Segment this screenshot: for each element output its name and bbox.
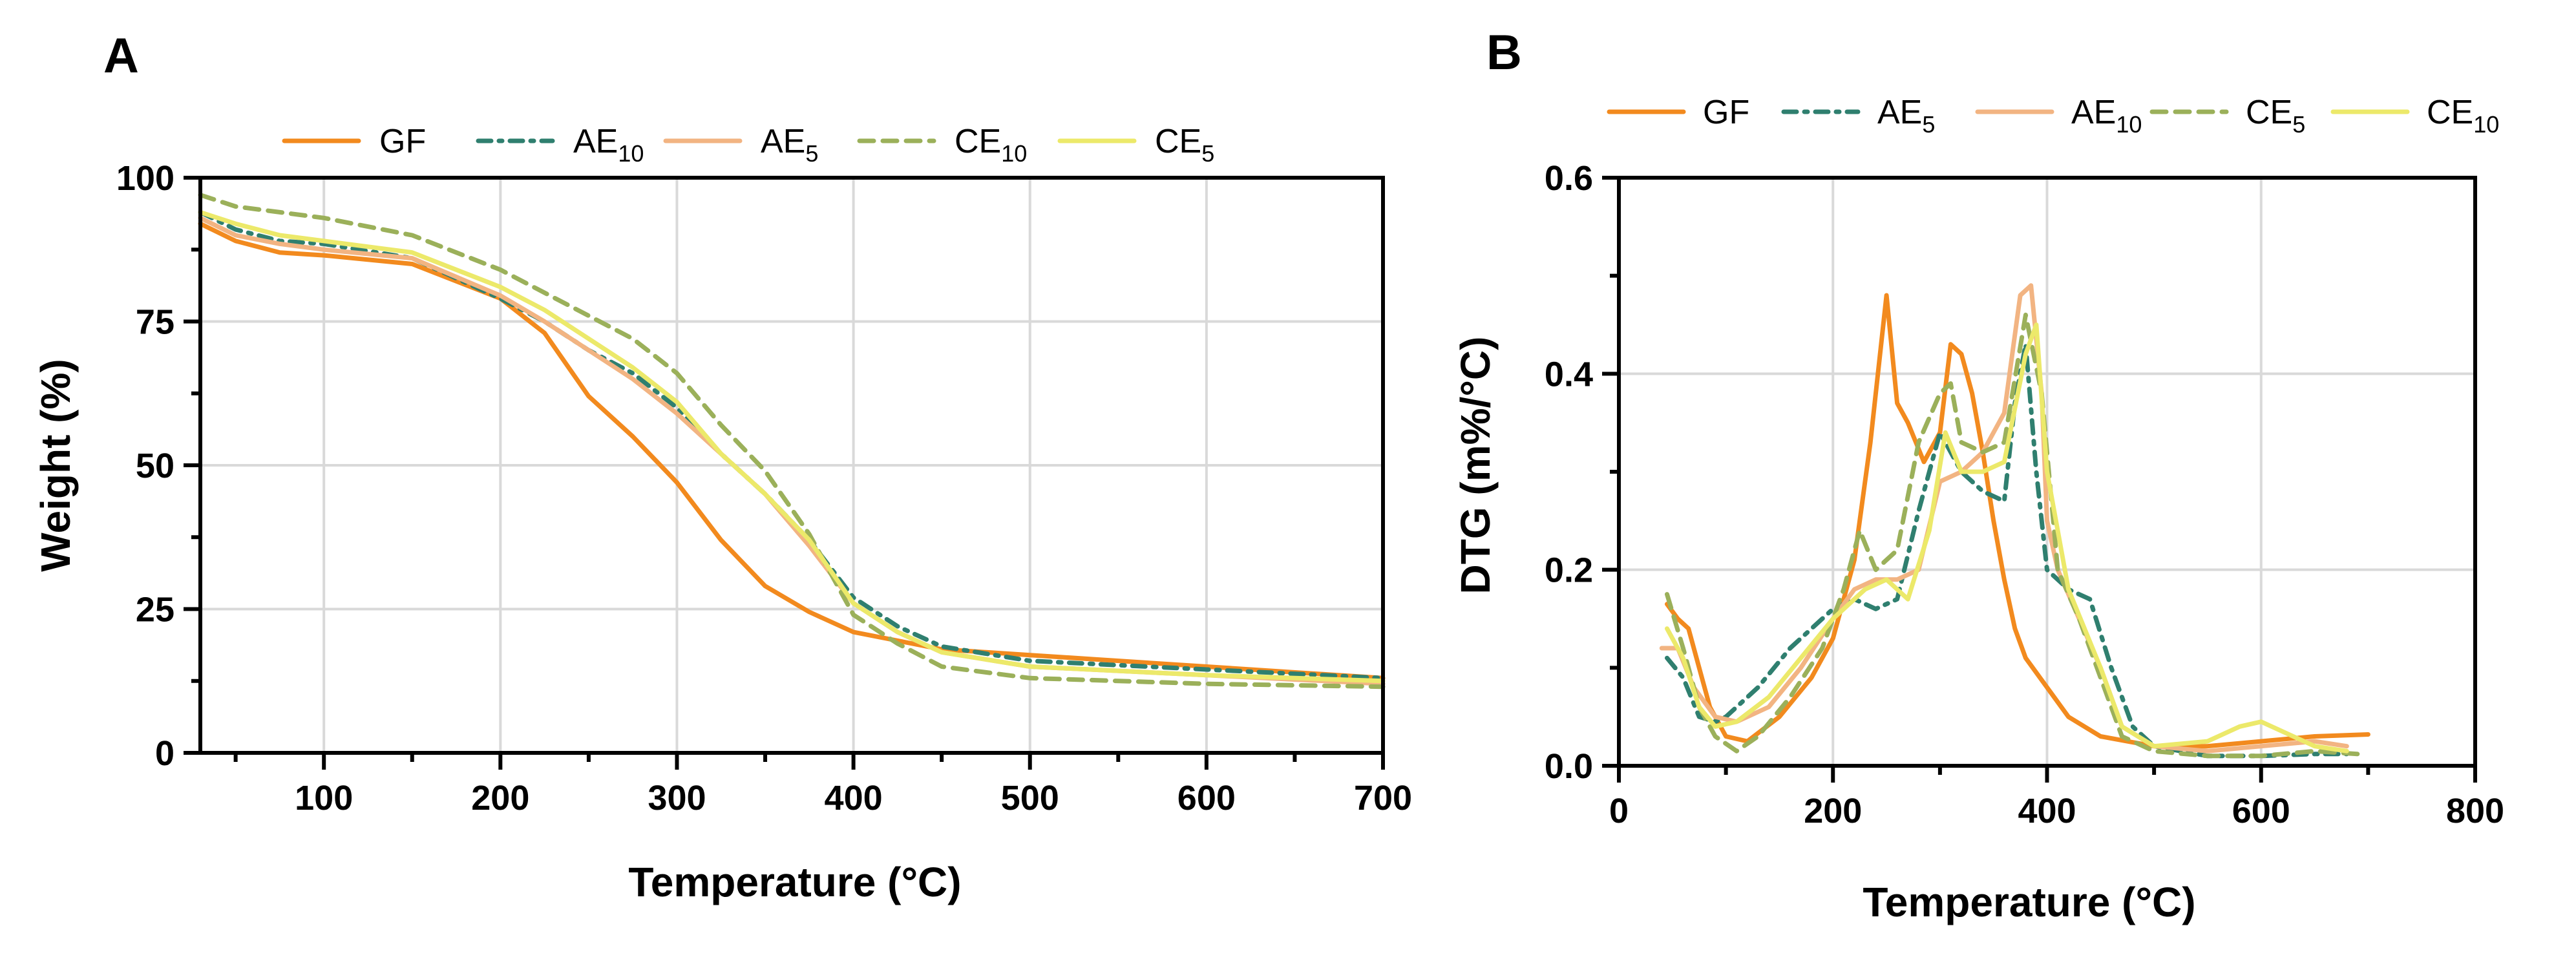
legend-label: CE10 [2427,94,2499,138]
legend-label: AE10 [573,123,644,167]
legend-item-ae5: AE5 [1781,94,1935,138]
panel-b: B GF AE5 AE10 CE5 CE10 0 200 400 600 800 0.0 0.2 0.… [1452,25,2504,925]
legend-label: CE5 [1155,123,1214,167]
y-tick-label: 0.2 [1545,551,1593,590]
legend-item-ce5: CE5 [2149,94,2305,138]
y-axis-title-a: Weight (%) [32,359,79,571]
x-tick-label: 0 [1609,792,1629,830]
x-tick-label: 400 [825,779,883,817]
series-line-ce5 [1665,312,2360,759]
y-tick-label: 50 [136,447,174,485]
axes-a [184,176,1385,770]
x-tick-label: 100 [295,779,353,817]
tick-labels-a: 100 200 300 400 500 600 700 0 25 50 75 100 [116,159,1412,817]
legend-label: CE10 [955,123,1027,167]
panel-a-letter: A [103,28,139,83]
axes-b [1602,176,2477,783]
legend-item-ce5: CE5 [1057,123,1214,167]
legend-item-gf: GF [282,123,426,160]
series-line-ae5 [1665,342,2349,759]
legend-label: GF [1703,94,1749,131]
legend-label: CE5 [2246,94,2305,138]
x-tick-label: 500 [1001,779,1059,817]
legend-a: GF AE10 AE5 CE10 CE5 [282,123,1214,167]
legend-item-ce10: CE10 [857,123,1027,167]
series-group-b [1659,283,2370,759]
legend-item-ce10: CE10 [2330,94,2499,138]
x-tick-label: 700 [1354,779,1412,817]
x-tick-label: 600 [2232,792,2290,830]
legend-label: GF [379,123,426,160]
series-line-ce10 [198,193,1386,690]
y-tick-label: 0.0 [1545,747,1593,786]
tick-labels-b: 0 200 400 600 800 0.0 0.2 0.4 0.6 [1545,159,2504,830]
legend-label: AE5 [761,123,818,167]
y-tick-label: 0 [155,734,174,773]
x-tick-label: 200 [471,779,529,817]
legend-item-ae5: AE5 [663,123,818,167]
panel-a: A GF AE10 AE5 CE10 CE5 100 200 300 400 500 600 700… [32,28,1412,905]
x-axis-title-b: Temperature (°C) [1863,879,2195,925]
legend-item-ae10: AE10 [476,123,644,167]
y-tick-label: 100 [116,159,174,198]
series-line-ae10 [198,209,1386,680]
y-axis-title-b: DTG (m%/°C) [1452,337,1499,595]
y-tick-label: 25 [136,591,174,629]
series-line-ce10 [1665,322,2349,754]
series-line-gf [1665,293,2370,749]
x-tick-label: 400 [2018,792,2076,830]
series-line-ce5 [198,209,1386,684]
panel-b-letter: B [1486,25,1522,80]
legend-item-ae10: AE10 [1975,94,2142,138]
legend-label: AE5 [1877,94,1935,138]
legend-item-gf: GF [1607,94,1749,131]
legend-b: GF AE5 AE10 CE5 CE10 [1607,94,2499,138]
x-tick-label: 200 [1804,792,1862,830]
x-axis-title-a: Temperature (°C) [628,859,961,905]
legend-label: AE10 [2071,94,2142,138]
y-tick-label: 75 [136,303,174,342]
series-group-a [198,193,1386,690]
y-tick-label: 0.4 [1545,355,1593,394]
x-tick-label: 800 [2446,792,2504,830]
x-tick-label: 600 [1177,779,1236,817]
x-tick-label: 300 [648,779,706,817]
y-tick-label: 0.6 [1545,159,1593,198]
